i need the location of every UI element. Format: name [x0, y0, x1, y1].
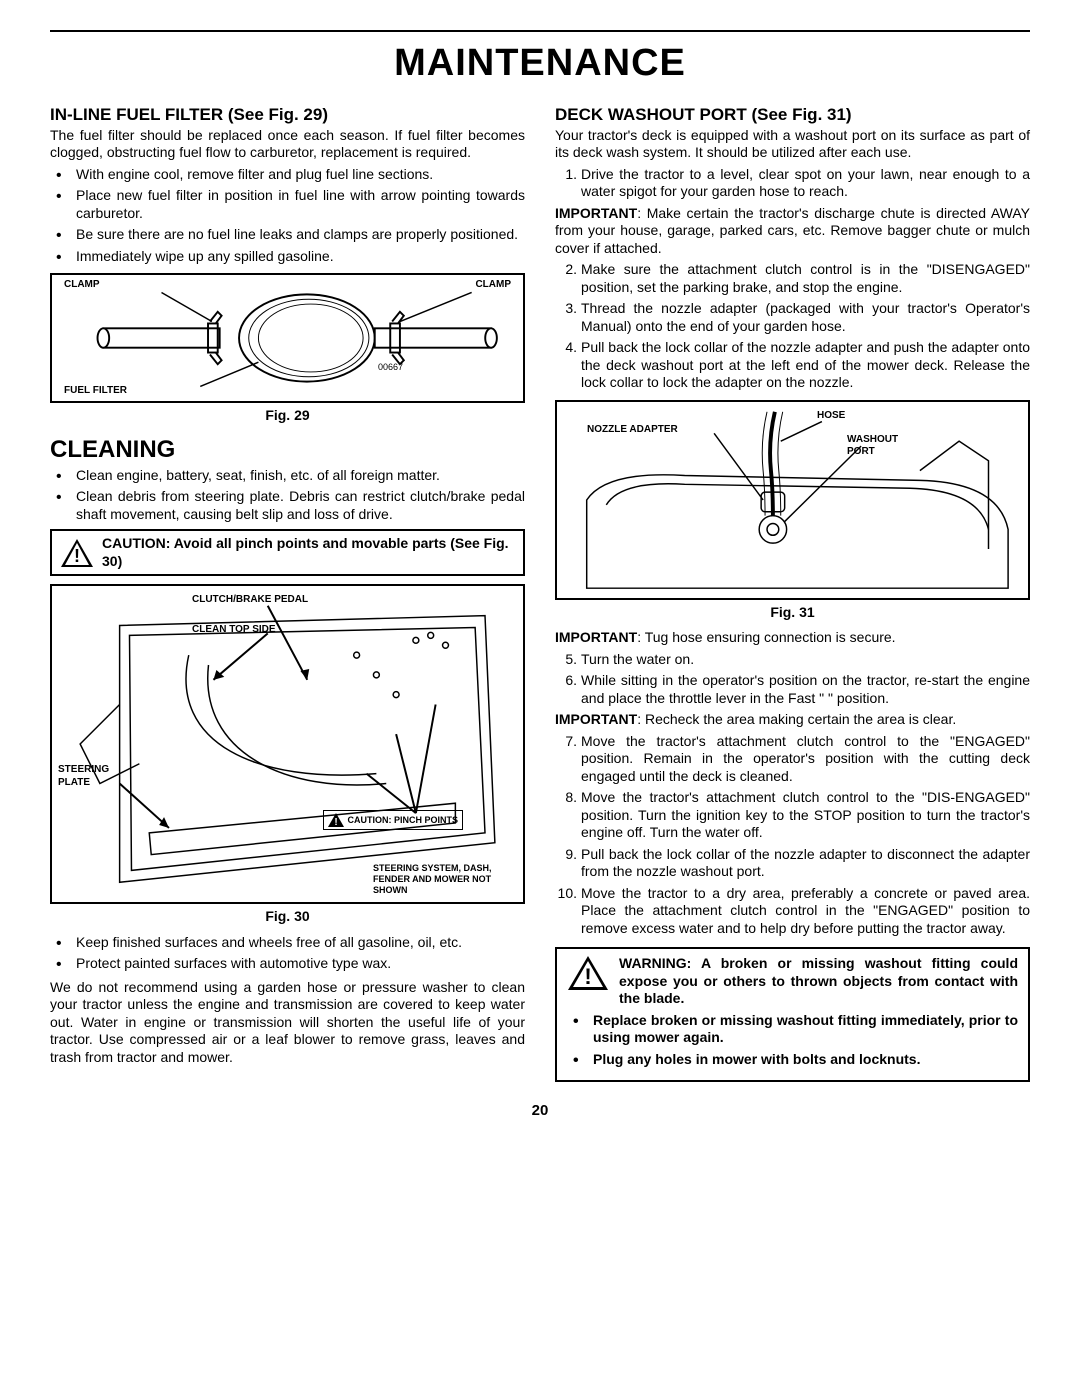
- caution-bar: ! CAUTION: Avoid all pinch points and mo…: [50, 529, 525, 576]
- svg-text:!: !: [584, 964, 591, 989]
- fig29-caption: Fig. 29: [50, 407, 525, 425]
- step-7: 7.Move the tractor's attachment clutch c…: [555, 733, 1030, 786]
- fig30-steering-label: STEERING PLATE: [58, 764, 128, 789]
- warning-triangle-icon: !: [567, 955, 609, 991]
- warning-triangle-icon: !: [60, 538, 94, 568]
- fig31-hose-label: HOSE: [817, 410, 845, 423]
- warning-lead: WARNING: A broken or missing washout fit…: [619, 955, 1018, 1008]
- important-label: IMPORTANT: [555, 629, 637, 645]
- clean-bullet: Keep finished surfaces and wheels free o…: [50, 934, 525, 952]
- important-2: IMPORTANT: Tug hose ensuring connection …: [555, 629, 1030, 647]
- clean-bullet: Clean debris from steering plate. Debris…: [50, 488, 525, 523]
- step-6: 6.While sitting in the operator's positi…: [555, 672, 1030, 707]
- warning-triangle-icon: !: [328, 813, 344, 827]
- important-label: IMPORTANT: [555, 711, 637, 727]
- figure-30: CLUTCH/BRAKE PEDAL CLEAN TOP SIDE STEERI…: [50, 584, 525, 904]
- step-text: Thread the nozzle adapter (packaged with…: [581, 300, 1030, 334]
- step-text: While sitting in the operator's position…: [581, 672, 1030, 706]
- step-text: Make sure the attachment clutch control …: [581, 261, 1030, 295]
- cleaning-heading: CLEANING: [50, 435, 525, 465]
- figure-31: HOSE NOZZLE ADAPTER WASHOUT PORT: [555, 400, 1030, 600]
- step-text: Move the tractor to a dry area, preferab…: [581, 885, 1030, 936]
- important-text: : Tug hose ensuring connection is secure…: [637, 629, 895, 645]
- clean-bullet: Clean engine, battery, seat, finish, etc…: [50, 467, 525, 485]
- important-label: IMPORTANT: [555, 205, 637, 221]
- fig29-clamp-right-label: CLAMP: [475, 279, 511, 292]
- ff-bullet: With engine cool, remove filter and plug…: [50, 166, 525, 184]
- left-column: IN-LINE FUEL FILTER (See Fig. 29) The fu…: [50, 100, 525, 1083]
- step-text: Move the tractor's attachment clutch con…: [581, 733, 1030, 784]
- fig29-partno: 00667: [378, 362, 403, 373]
- ff-bullet: Immediately wipe up any spilled gasoline…: [50, 248, 525, 266]
- important-1: IMPORTANT: Make certain the tractor's di…: [555, 205, 1030, 258]
- step-9: 9.Pull back the lock collar of the nozzl…: [555, 846, 1030, 881]
- washout-intro: Your tractor's deck is equipped with a w…: [555, 127, 1030, 162]
- fig30-caption: Fig. 30: [50, 908, 525, 926]
- warning-box: ! WARNING: A broken or missing washout f…: [555, 947, 1030, 1082]
- figure-29: CLAMP CLAMP FUEL FILTER 00667: [50, 273, 525, 403]
- step-1: 1.Drive the tractor to a level, clear sp…: [555, 166, 1030, 201]
- fig31-nozzle-label: NOZZLE ADAPTER: [587, 424, 678, 437]
- fig31-caption: Fig. 31: [555, 604, 1030, 622]
- warn-bullet: Plug any holes in mower with bolts and l…: [567, 1051, 1018, 1069]
- important-3: IMPORTANT: Recheck the area making certa…: [555, 711, 1030, 729]
- step-10: 10.Move the tractor to a dry area, prefe…: [555, 885, 1030, 938]
- fig30-clutch-label: CLUTCH/BRAKE PEDAL: [192, 594, 308, 607]
- important-text: : Recheck the area making certain the ar…: [637, 711, 956, 727]
- step-text: Move the tractor's attachment clutch con…: [581, 789, 1030, 840]
- step-text: Turn the water on.: [581, 651, 694, 667]
- warn-bullet: Replace broken or missing washout fittin…: [567, 1012, 1018, 1047]
- svg-text:!: !: [335, 817, 338, 827]
- right-column: DECK WASHOUT PORT (See Fig. 31) Your tra…: [555, 100, 1030, 1083]
- fig30-cleantop-label: CLEAN TOP SIDE: [192, 624, 276, 637]
- page-number: 20: [50, 1102, 1030, 1121]
- caution-text: CAUTION: Avoid all pinch points and mova…: [102, 535, 515, 570]
- page-title: MAINTENANCE: [50, 40, 1030, 88]
- clean-bullet: Protect painted surfaces with automotive…: [50, 955, 525, 973]
- step-text: Drive the tractor to a level, clear spot…: [581, 166, 1030, 200]
- fuel-filter-intro: The fuel filter should be replaced once …: [50, 127, 525, 162]
- ff-bullet: Place new fuel filter in position in fue…: [50, 187, 525, 222]
- ff-bullet: Be sure there are no fuel line leaks and…: [50, 226, 525, 244]
- step-8: 8.Move the tractor's attachment clutch c…: [555, 789, 1030, 842]
- cleaning-para: We do not recommend using a garden hose …: [50, 979, 525, 1067]
- step-5: 5.Turn the water on.: [555, 651, 1030, 669]
- svg-text:!: !: [74, 546, 80, 566]
- fig31-washout-label: WASHOUT PORT: [847, 434, 917, 459]
- fuel-filter-heading: IN-LINE FUEL FILTER (See Fig. 29): [50, 104, 525, 125]
- fig29-fuelfilter-label: FUEL FILTER: [64, 385, 127, 398]
- step-2: 2.Make sure the attachment clutch contro…: [555, 261, 1030, 296]
- step-4: 4.Pull back the lock collar of the nozzl…: [555, 339, 1030, 392]
- washout-heading: DECK WASHOUT PORT (See Fig. 31): [555, 104, 1030, 125]
- step-text: Pull back the lock collar of the nozzle …: [581, 846, 1030, 880]
- step-3: 3.Thread the nozzle adapter (packaged wi…: [555, 300, 1030, 335]
- fig30-notshown-label: STEERING SYSTEM, DASH, FENDER AND MOWER …: [373, 863, 513, 897]
- fig29-clamp-left-label: CLAMP: [64, 279, 100, 292]
- step-text: Pull back the lock collar of the nozzle …: [581, 339, 1030, 390]
- step-6-text: While sitting in the operator's position…: [581, 672, 1030, 706]
- fig30-pinch-label: CAUTION: PINCH POINTS: [347, 816, 458, 825]
